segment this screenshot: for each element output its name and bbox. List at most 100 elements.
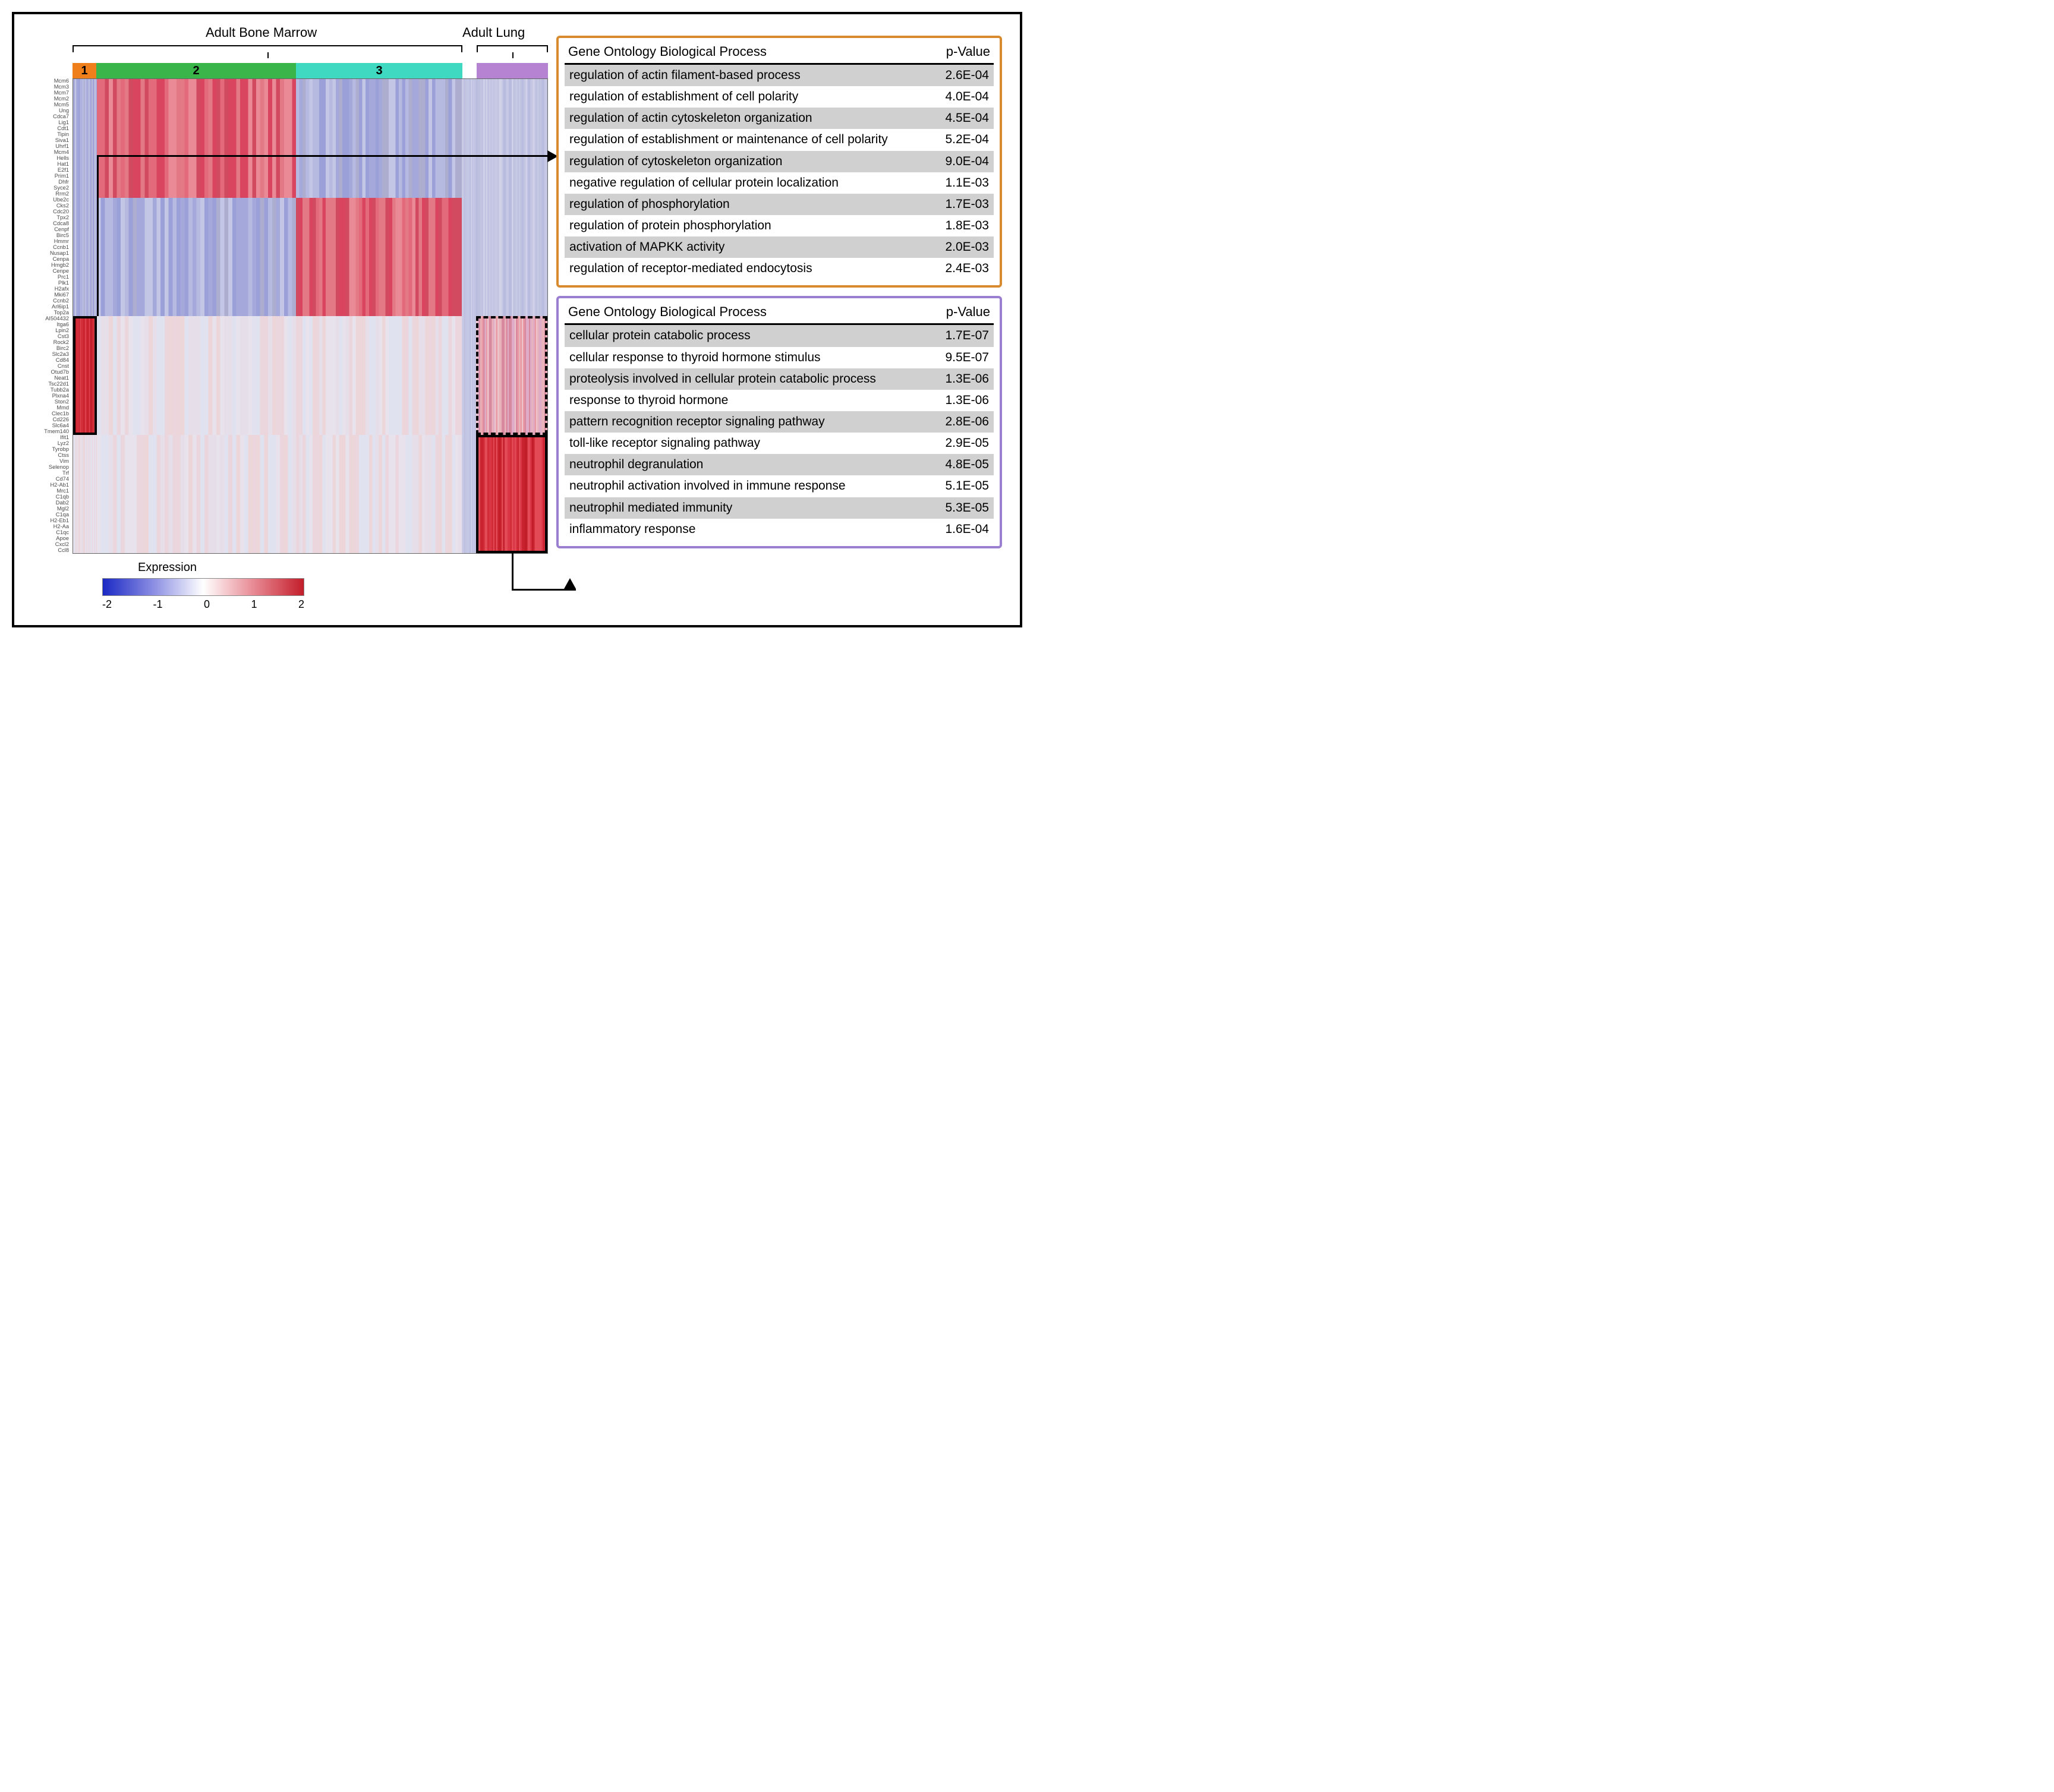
gene-label: Ung xyxy=(59,108,69,113)
gene-label: Top2a xyxy=(54,310,69,316)
heatmap-column xyxy=(73,79,97,553)
gene-label: Cd74 xyxy=(56,477,69,482)
gene-label: Cst3 xyxy=(58,334,69,339)
go-row-pvalue: 9.0E-04 xyxy=(918,154,989,169)
legend-colorbar xyxy=(102,578,304,596)
go-row: neutrophil mediated immunity5.3E-05 xyxy=(565,497,994,519)
gene-label: Neat1 xyxy=(54,376,69,381)
go-bottom-header-term: Gene Ontology Biological Process xyxy=(568,304,919,320)
gene-label: Apoe xyxy=(56,536,69,541)
go-box-bottom: Gene Ontology Biological Process p-Value… xyxy=(556,296,1002,548)
cluster-block: 3 xyxy=(296,63,462,78)
heatmap xyxy=(73,78,548,554)
go-top-header: Gene Ontology Biological Process p-Value xyxy=(565,42,994,65)
gene-label: Plxna4 xyxy=(52,393,69,399)
gene-label: Mmd xyxy=(56,405,69,411)
go-row-pvalue: 5.2E-04 xyxy=(918,132,989,147)
go-row-pvalue: 1.3E-06 xyxy=(918,393,989,408)
gene-label: Lpin2 xyxy=(55,328,69,333)
gene-label: Syce2 xyxy=(53,185,69,191)
gene-label: Mcm5 xyxy=(54,102,69,108)
go-row-pvalue: 1.3E-06 xyxy=(918,372,989,386)
go-row-term: regulation of establishment or maintenan… xyxy=(569,132,918,147)
go-row-pvalue: 2.6E-04 xyxy=(918,68,989,83)
bracket-lung-bar xyxy=(477,45,548,52)
gene-label: Rock2 xyxy=(53,340,69,345)
bracket-bm-tail xyxy=(267,52,269,58)
gene-label: AI504432 xyxy=(45,316,69,321)
go-row-term: neutrophil activation involved in immune… xyxy=(569,479,918,493)
go-row: neutrophil degranulation4.8E-05 xyxy=(565,454,994,475)
legend-tick: 2 xyxy=(298,598,304,611)
go-row-pvalue: 4.5E-04 xyxy=(918,111,989,125)
go-row-term: cellular protein catabolic process xyxy=(569,329,918,343)
gene-label: Cenpe xyxy=(53,269,69,274)
heatmap-block xyxy=(476,316,547,435)
go-row-term: response to thyroid hormone xyxy=(569,393,918,408)
gene-label: Ccnb1 xyxy=(53,245,69,250)
go-row-pvalue: 2.4E-03 xyxy=(918,261,989,276)
gene-label: Hells xyxy=(56,156,69,161)
go-row-pvalue: 1.8E-03 xyxy=(918,219,989,233)
gene-label: Tpx2 xyxy=(56,215,69,220)
go-bottom-header: Gene Ontology Biological Process p-Value xyxy=(565,302,994,325)
gene-label: Hmmr xyxy=(54,239,69,244)
go-row: cellular response to thyroid hormone sti… xyxy=(565,347,994,368)
gene-label: Itga6 xyxy=(56,322,69,327)
legend-tick: 1 xyxy=(251,598,257,611)
gene-label: Dab2 xyxy=(56,500,69,506)
go-row: regulation of cytoskeleton organization9… xyxy=(565,151,994,172)
heatmap-block xyxy=(476,435,547,554)
gene-label: Clec1b xyxy=(52,411,69,417)
heatmap-column xyxy=(476,79,547,553)
go-row: cellular protein catabolic process1.7E-0… xyxy=(565,325,994,346)
gene-label: H2afx xyxy=(55,286,69,292)
gene-label: Cenpa xyxy=(53,257,69,262)
gene-label: C1qc xyxy=(56,530,69,535)
cluster-row: 123 xyxy=(73,63,548,78)
legend-ticks: -2-1012 xyxy=(102,598,304,611)
heatmap-panel: Adult Bone Marrow Adult Lung 123 Mcm6Mcm… xyxy=(25,25,548,611)
heatmap-block xyxy=(296,79,462,198)
heatmap-block xyxy=(97,79,296,198)
gene-label: Lig1 xyxy=(58,120,69,125)
heatmap-column xyxy=(462,79,476,553)
go-panel: Gene Ontology Biological Process p-Value… xyxy=(556,25,1002,611)
go-row: regulation of establishment or maintenan… xyxy=(565,129,994,150)
legend-tick: -2 xyxy=(102,598,112,611)
gene-label: Cnst xyxy=(58,364,69,369)
gene-label: Birc2 xyxy=(56,346,69,351)
go-row: regulation of receptor-mediated endocyto… xyxy=(565,258,994,279)
go-row-pvalue: 1.1E-03 xyxy=(918,176,989,190)
gene-label: Mcm4 xyxy=(54,150,69,155)
gene-label: Prc1 xyxy=(58,275,69,280)
go-row-pvalue: 9.5E-07 xyxy=(918,351,989,365)
arrow-bottom-vertical xyxy=(512,553,514,589)
go-row: regulation of establishment of cell pola… xyxy=(565,86,994,108)
arrow-top-horizontal xyxy=(97,155,547,157)
heatmap-area: Mcm6Mcm3Mcm7Mcm2Mcm5UngCdca7Lig1Cdt1Tipi… xyxy=(25,78,548,554)
gene-label: Ube2c xyxy=(53,197,69,203)
gene-label: Trf xyxy=(62,471,69,476)
go-row-term: inflammatory response xyxy=(569,522,918,537)
go-row-pvalue: 2.9E-05 xyxy=(918,436,989,450)
go-row: pattern recognition receptor signaling p… xyxy=(565,411,994,433)
go-row-term: negative regulation of cellular protein … xyxy=(569,176,918,190)
go-row: activation of MAPKK activity2.0E-03 xyxy=(565,236,994,258)
heatmap-block xyxy=(296,435,462,554)
go-row-term: regulation of receptor-mediated endocyto… xyxy=(569,261,918,276)
gene-label: H2-Aa xyxy=(53,524,69,529)
go-row-pvalue: 4.8E-05 xyxy=(918,458,989,472)
gene-label: Otud7b xyxy=(51,370,70,375)
gene-label: Cdca8 xyxy=(53,221,69,226)
legend-tick: -1 xyxy=(153,598,162,611)
gene-label: Tubb2a xyxy=(51,387,69,393)
go-top-header-pval: p-Value xyxy=(919,44,990,59)
figure-frame: Adult Bone Marrow Adult Lung 123 Mcm6Mcm… xyxy=(12,12,1022,627)
go-row-pvalue: 4.0E-04 xyxy=(918,90,989,104)
go-row-term: proteolysis involved in cellular protein… xyxy=(569,372,918,386)
go-row-term: cellular response to thyroid hormone sti… xyxy=(569,351,918,365)
go-row-pvalue: 1.7E-03 xyxy=(918,197,989,212)
heatmap-block xyxy=(296,198,462,317)
go-row-pvalue: 2.0E-03 xyxy=(918,240,989,254)
